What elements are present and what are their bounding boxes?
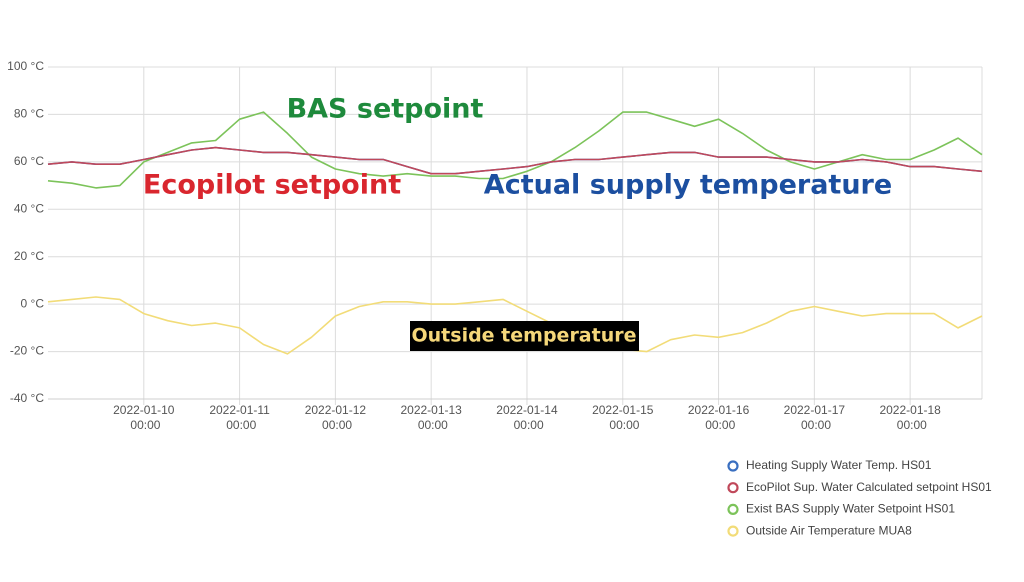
legend-label: Exist BAS Supply Water Setpoint HS01 — [746, 502, 955, 516]
x-tick-label: 2022-01-11 00:00 — [209, 403, 270, 432]
annotations: BAS setpoint Ecopilot setpoint Actual supp… — [143, 94, 892, 351]
y-tick-label: 40 °C — [14, 201, 44, 215]
annotation: Actual supply temperature — [484, 170, 892, 201]
x-tick-label: 2022-01-12 00:00 — [305, 403, 367, 432]
y-tick-label: -40 °C — [10, 391, 44, 405]
x-tick-label: 2022-01-17 00:00 — [784, 403, 846, 432]
annotation: Outside temperature — [412, 325, 637, 347]
y-tick-label: 0 °C — [21, 296, 45, 310]
legend: Heating Supply Water Temp. HS01 EcoPilot … — [727, 458, 992, 537]
x-tick-label: 2022-01-14 00:00 — [496, 403, 558, 432]
y-tick-label: 80 °C — [14, 107, 44, 121]
series-line — [47, 146, 983, 175]
y-tick-label: 100 °C — [7, 59, 44, 73]
legend-marker — [727, 482, 739, 494]
grid: -40 °C -20 °C 0 °C 20 °C 40 °C 60 °C 80 °C 100 … — [7, 59, 983, 432]
x-tick-label: 2022-01-15 00:00 — [592, 403, 654, 432]
plot — [47, 111, 983, 355]
x-tick-label: 2022-01-16 00:00 — [688, 403, 750, 432]
annotation: BAS setpoint — [287, 94, 484, 125]
annotation: Ecopilot setpoint — [143, 170, 401, 201]
x-tick-label: 2022-01-10 00:00 — [113, 403, 175, 432]
legend-label: Outside Air Temperature MUA8 — [746, 523, 912, 537]
legend-marker — [727, 503, 739, 515]
series-line — [47, 111, 983, 189]
y-tick-label: -20 °C — [10, 344, 44, 358]
x-tick-label: 2022-01-13 00:00 — [400, 403, 462, 432]
legend-label: Heating Supply Water Temp. HS01 — [746, 458, 932, 472]
legend-marker — [727, 460, 739, 472]
x-tick-label: 2022-01-18 00:00 — [879, 403, 941, 432]
legend-label: EcoPilot Sup. Water Calculated setpoint … — [746, 480, 992, 494]
legend-marker — [727, 525, 739, 537]
series-line — [47, 296, 983, 355]
annotation-background — [410, 321, 639, 351]
y-tick-label: 20 °C — [14, 249, 44, 263]
y-tick-label: 60 °C — [14, 154, 44, 168]
